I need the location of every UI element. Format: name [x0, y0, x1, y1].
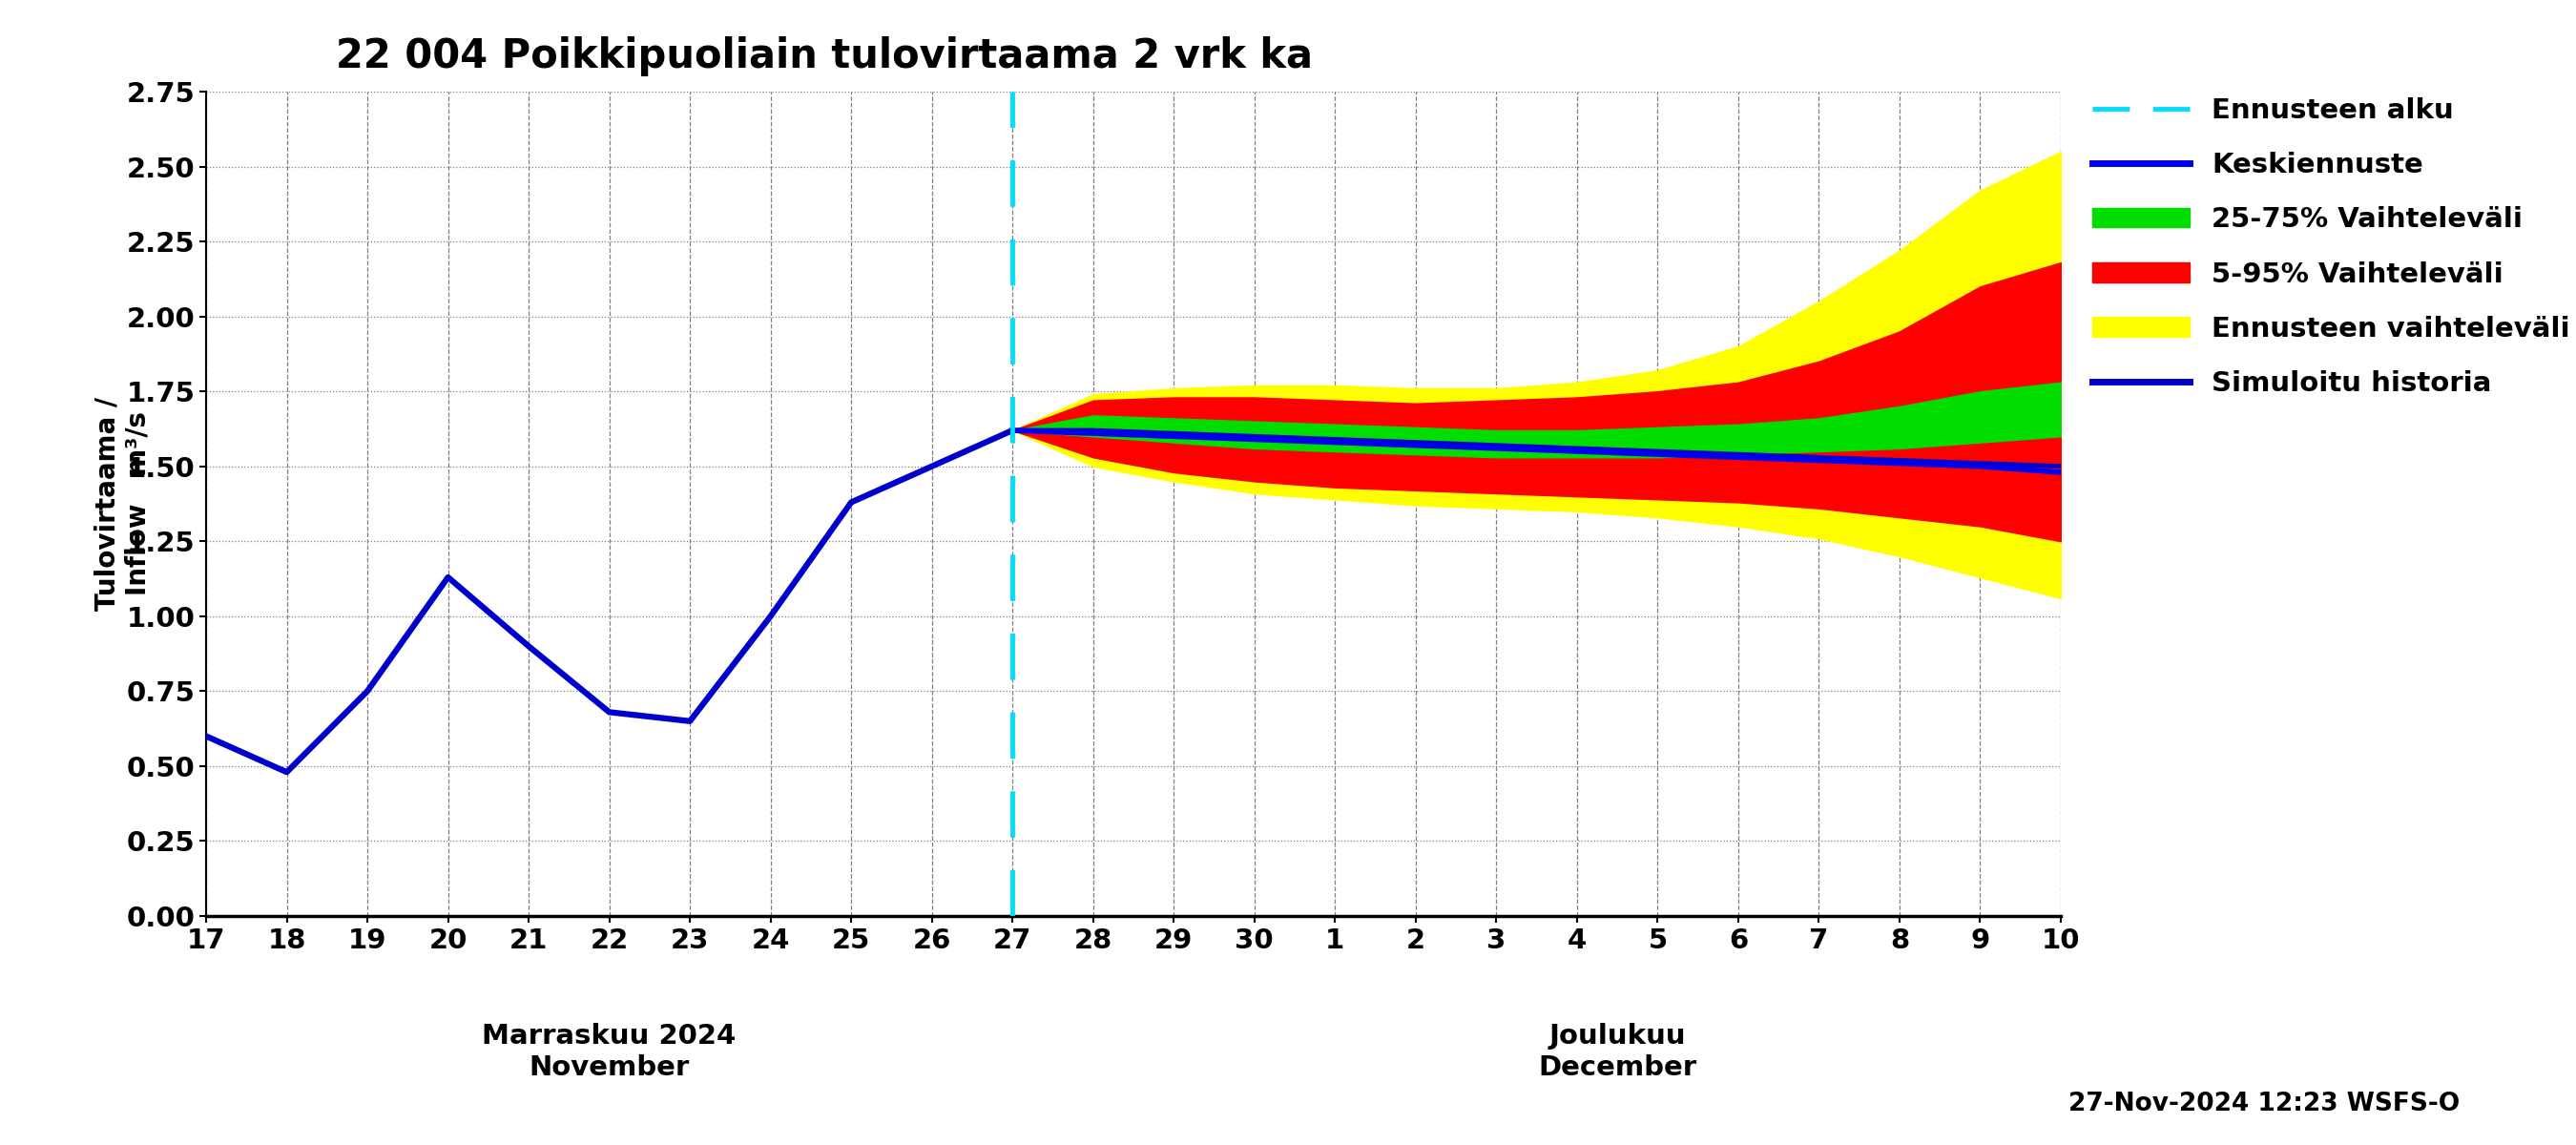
- Text: Tulovirtaama /
Inflow   m³/s: Tulovirtaama / Inflow m³/s: [93, 397, 152, 610]
- Text: Joulukuu
December: Joulukuu December: [1538, 1024, 1698, 1081]
- Text: Marraskuu 2024
November: Marraskuu 2024 November: [482, 1024, 737, 1081]
- Text: 27-Nov-2024 12:23 WSFS-O: 27-Nov-2024 12:23 WSFS-O: [2069, 1091, 2460, 1116]
- Legend: Ennusteen alku, Keskiennuste, 25-75% Vaihteleväli, 5-95% Vaihteleväli, Ennusteen: Ennusteen alku, Keskiennuste, 25-75% Vai…: [2084, 89, 2576, 405]
- Text: 22 004 Poikkipuoliain tulovirtaama 2 vrk ka: 22 004 Poikkipuoliain tulovirtaama 2 vrk…: [335, 37, 1314, 77]
